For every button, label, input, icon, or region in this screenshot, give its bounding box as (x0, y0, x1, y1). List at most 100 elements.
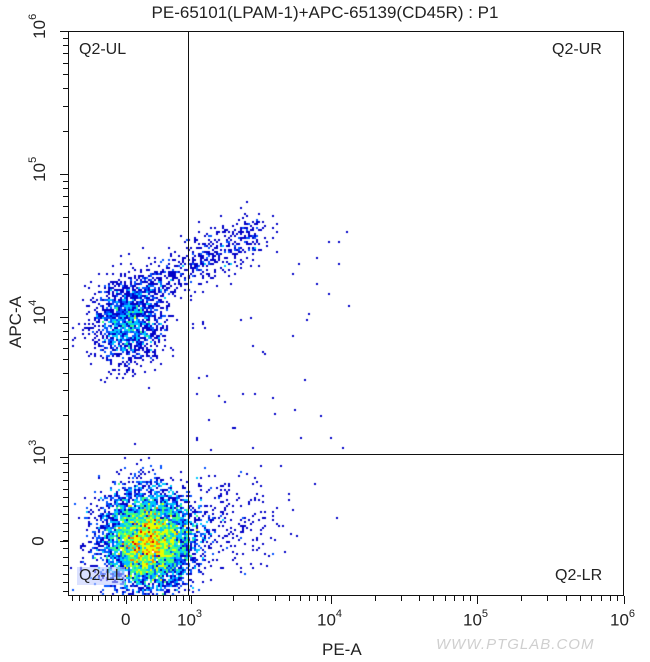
axis-tick (470, 596, 471, 601)
x-tick-label: 105 (463, 608, 489, 630)
axis-tick (547, 596, 548, 601)
axis-tick (63, 131, 68, 132)
axis-tick (63, 415, 68, 416)
axis-tick (63, 514, 68, 515)
watermark: WWW.PTGLAB.COM (436, 636, 595, 653)
axis-tick (63, 88, 68, 89)
axis-tick (63, 506, 68, 507)
axis-tick (63, 53, 68, 54)
axis-tick (63, 548, 68, 549)
axis-tick (401, 596, 402, 601)
axis-tick (580, 596, 581, 601)
y-tick-label: 106 (27, 13, 49, 39)
quadrant-label-lr: Q2-LR (555, 567, 603, 584)
x-tick-label: 104 (317, 608, 343, 630)
axis-tick (189, 596, 190, 601)
axis-tick (157, 596, 158, 601)
axis-tick (477, 596, 478, 604)
axis-tick (258, 596, 259, 601)
axis-tick (63, 196, 68, 197)
axis-tick (63, 390, 68, 391)
axis-tick (183, 596, 184, 601)
quadrant-gate-horizontal[interactable] (68, 454, 624, 455)
axis-tick (63, 339, 68, 340)
axis-tick (610, 596, 611, 601)
axis-tick (63, 106, 68, 107)
axis-tick (63, 331, 68, 332)
axis-tick (72, 596, 73, 601)
axis-tick (63, 45, 68, 46)
axis-tick (63, 591, 68, 592)
y-tick-label: 0 (28, 536, 48, 546)
axis-tick (137, 596, 138, 601)
plot-area (68, 31, 624, 596)
axis-tick (63, 540, 68, 541)
axis-tick (233, 596, 234, 601)
axis-tick (624, 596, 625, 604)
axis-tick (63, 574, 68, 575)
axis-tick (309, 596, 310, 601)
y-tick-label: 103 (27, 439, 49, 465)
x-tick-label: 106 (610, 608, 636, 630)
axis-tick (85, 596, 86, 601)
axis-tick (63, 489, 68, 490)
axis-tick (63, 249, 68, 250)
axis-tick (111, 596, 112, 601)
axis-tick (170, 596, 171, 601)
axis-tick (150, 596, 151, 601)
axis-tick (60, 317, 68, 318)
axis-tick (63, 323, 68, 324)
axis-tick (63, 373, 68, 374)
y-axis-title: APC-A (6, 296, 25, 348)
axis-tick (63, 274, 68, 275)
axis-tick (63, 463, 68, 464)
axis-tick (445, 596, 446, 601)
axis-tick (591, 596, 592, 601)
axis-tick (300, 596, 301, 601)
quadrant-label-ul: Q2-UL (79, 41, 127, 58)
axis-tick (92, 596, 93, 601)
axis-tick (124, 596, 125, 601)
quadrant-gate-vertical[interactable] (188, 31, 189, 596)
axis-tick (60, 174, 68, 175)
axis-tick (63, 565, 68, 566)
axis-tick (98, 596, 99, 601)
x-axis-title: PE-A (322, 640, 362, 659)
axis-tick (617, 596, 618, 601)
axis-tick (63, 181, 68, 182)
axis-tick (63, 188, 68, 189)
axis-tick (60, 457, 68, 458)
y-tick-label: 104 (27, 299, 49, 325)
axis-tick (176, 596, 177, 601)
axis-tick (63, 206, 68, 207)
axis-tick (126, 596, 127, 604)
axis-tick (454, 596, 455, 601)
x-tick-label: 103 (177, 608, 203, 630)
axis-tick (521, 596, 522, 601)
axis-tick (63, 497, 68, 498)
axis-tick (63, 348, 68, 349)
axis-tick (331, 596, 332, 604)
axis-tick (63, 359, 68, 360)
chart-title: PE-65101(LPAM-1)+APC-65139(CD45R) : P1 (151, 3, 499, 22)
axis-tick (191, 596, 192, 604)
axis-tick (375, 596, 376, 601)
axis-tick (60, 541, 68, 542)
axis-tick (60, 31, 68, 32)
axis-tick (63, 217, 68, 218)
axis-tick (317, 596, 318, 601)
y-tick-label: 105 (27, 156, 49, 182)
axis-tick (63, 231, 68, 232)
axis-tick (63, 38, 68, 39)
axis-tick (63, 480, 68, 481)
axis-tick (63, 63, 68, 64)
axis-tick (63, 472, 68, 473)
axis-tick (601, 596, 602, 601)
axis-tick (105, 596, 106, 601)
axis-tick (289, 596, 290, 601)
axis-tick (63, 557, 68, 558)
axis-tick (118, 596, 119, 601)
quadrant-label-ur: Q2-UR (552, 41, 602, 58)
axis-tick (63, 523, 68, 524)
x-tick-label: 0 (121, 610, 131, 629)
